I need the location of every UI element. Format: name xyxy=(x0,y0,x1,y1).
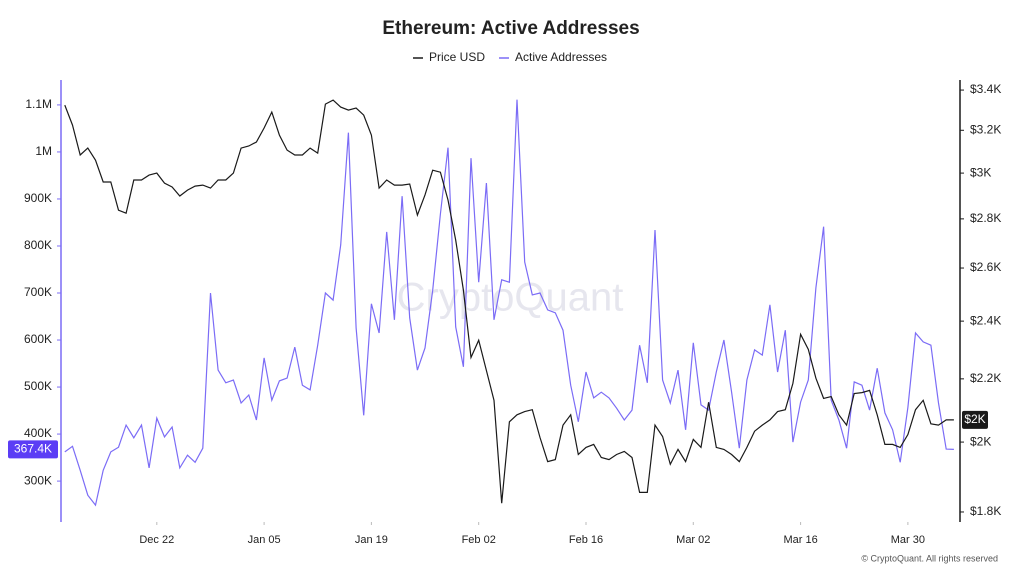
value-badge xyxy=(8,440,58,459)
x-tick-label: Feb 16 xyxy=(569,534,603,546)
series-line xyxy=(64,99,954,504)
y-tick-label: 700K xyxy=(24,285,52,299)
x-tick-label: Dec 22 xyxy=(139,534,174,546)
y2-tick-label: $2K xyxy=(970,434,991,448)
y2-tick-label: $1.8K xyxy=(970,504,1001,518)
y-tick-label: 500K xyxy=(24,379,52,393)
series-line xyxy=(64,99,954,507)
x-tick-label: Jan 05 xyxy=(248,534,281,546)
y2-tick-label: $3.4K xyxy=(970,82,1001,96)
y2-tick-label: $2.4K xyxy=(970,313,1001,327)
y-tick-label: 1.1M xyxy=(25,97,52,111)
y2-tick-label: $3K xyxy=(970,165,991,179)
y-tick-label: 800K xyxy=(24,238,52,252)
y-tick-label: 1M xyxy=(35,144,52,158)
y2-tick-label: $2.2K xyxy=(970,371,1001,385)
x-tick-label: Mar 30 xyxy=(891,534,925,546)
y2-tick-label: $2.8K xyxy=(970,211,1001,225)
footer: © CryptoQuant. All rights reserved xyxy=(861,553,998,563)
y2-tick-label: $3.2K xyxy=(970,122,1001,136)
y-tick-label: 300K xyxy=(24,473,52,487)
watermark: CryptoQuant xyxy=(397,276,624,320)
x-tick-label: Jan 19 xyxy=(355,534,388,546)
y2-tick-label: $2.6K xyxy=(970,260,1001,274)
value-badge-label: $2K xyxy=(964,412,985,426)
value-badge-label: 367.4K xyxy=(14,442,52,456)
x-tick-label: Mar 16 xyxy=(783,534,817,546)
x-tick-label: Feb 02 xyxy=(462,534,496,546)
x-tick-label: Mar 02 xyxy=(676,534,710,546)
y-tick-label: 600K xyxy=(24,332,52,346)
value-badge xyxy=(962,410,988,429)
legend-label: Active Addresses xyxy=(515,50,607,64)
chart-title: Ethereum: Active Addresses xyxy=(382,18,639,39)
y-tick-label: 400K xyxy=(24,426,52,440)
y-tick-label: 900K xyxy=(24,191,52,205)
legend-label: Price USD xyxy=(429,50,485,64)
